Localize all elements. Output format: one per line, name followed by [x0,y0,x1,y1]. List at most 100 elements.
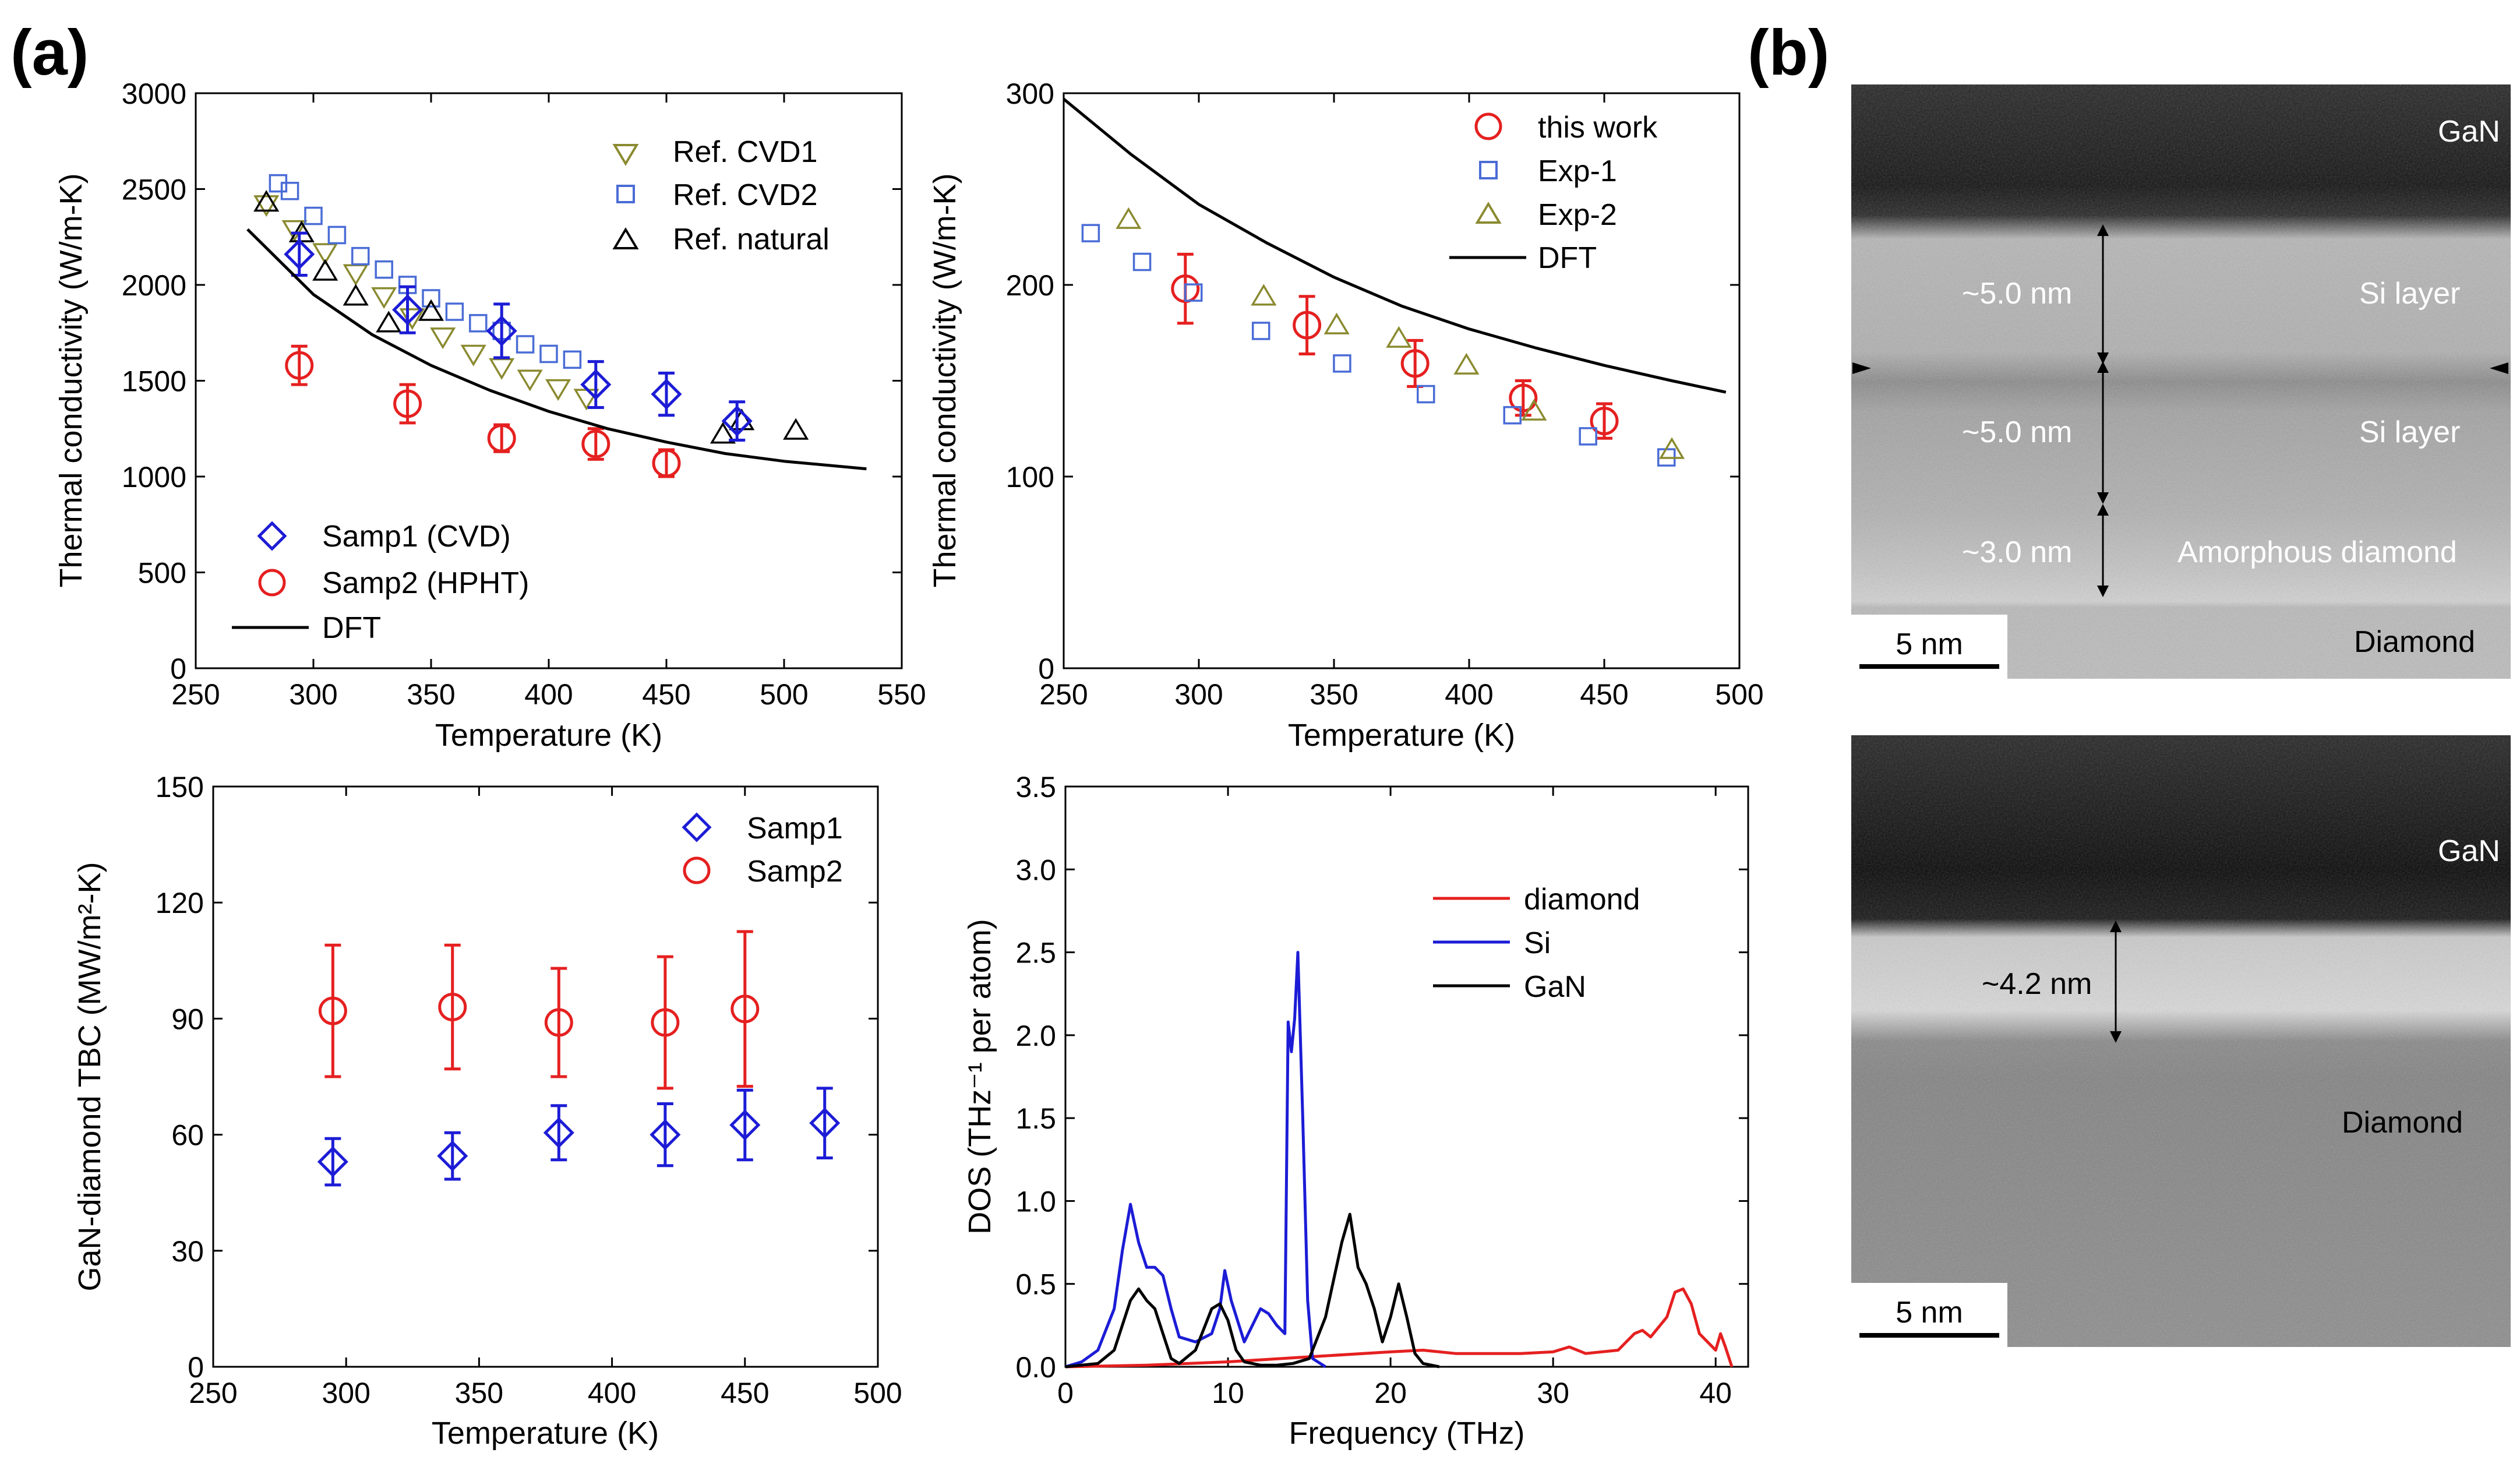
y-tick-label: 120 [156,887,204,919]
data-marks [1065,951,1734,1369]
x-axis-title: Temperature (K) [1288,718,1515,753]
error-bar [493,302,510,359]
data-point-samp1-cvd [580,369,612,400]
y-tick-label: 3.5 [1015,771,1056,803]
series-dft [246,228,867,471]
y-tick-label: 2000 [122,269,186,302]
tem-top-diamond-label: Diamond [2354,625,2475,659]
data-point-samp2-hpht [285,351,314,380]
panel-label-b: (b) [1748,17,1829,89]
data-point-ref-natural [783,418,809,440]
data-point-samp1 [543,1117,574,1148]
legend: Samp1 Samp2 [682,812,843,888]
legend-marker-ref-natural [612,227,639,249]
data-point-ref-cvd1 [489,358,515,380]
chart-thermal-conductivity-comparison: 0 100 200 300 250 300 350 400 450 500 Temperatur… [927,77,1764,753]
data-point-this-work [1509,383,1538,412]
x-tick-labels: 250 300 350 400 450 500 550 [171,678,926,711]
data-point-ref-cvd1 [253,195,280,217]
legend-label-diamond: diamond [1524,883,1640,916]
series-samp2-hpht [285,344,681,478]
legend-top: Ref. CVD1 Ref. CVD2 Ref. natural [612,135,830,256]
legend-label-dft: DFT [322,611,381,645]
y-tick-label: 0.5 [1015,1268,1056,1301]
x-tick-label: 30 [1537,1377,1569,1409]
y-tick-label: 0 [1038,653,1054,685]
data-point-ref-cvd2 [469,314,488,333]
y-tick-label: 1000 [122,461,186,493]
data-point-exp-2 [1658,437,1685,459]
data-point-ref-cvd2 [445,302,464,321]
data-point-ref-cvd2 [563,350,582,369]
error-bar [736,1088,753,1162]
y-tick-label: 30 [171,1235,204,1268]
data-marks [317,930,841,1187]
legend-label-gan: GaN [1524,970,1586,1004]
tem-top-si-layer-1-label: Si layer [2359,277,2460,311]
legend-label-si: Si [1524,926,1551,960]
data-point-exp-1 [1333,354,1351,373]
y-tick-label: 0 [188,1351,204,1384]
tem-top-scale-bar [1859,664,1999,669]
tem-bottom-diamond-label: Diamond [2342,1106,2463,1140]
tem-top-thickness-3: ~3.0 nm [1962,535,2072,569]
legend-marker-exp1 [1479,161,1498,179]
x-axis-title: Frequency (THz) [1289,1416,1524,1451]
legend-label-ref-cvd2: Ref. CVD2 [673,178,818,212]
series-exp-1 [1081,224,1676,467]
panel-label-a: (a) [10,17,89,89]
x-tick-label: 500 [760,678,808,711]
y-tick-label: 90 [171,1003,204,1035]
x-tick-label: 20 [1374,1377,1407,1409]
data-point-samp2 [730,995,760,1024]
data-point-ref-cvd2 [280,182,299,200]
data-point-exp-2 [1251,284,1277,306]
data-point-samp2-hpht [487,424,516,453]
x-tick-label: 400 [588,1377,636,1409]
tem-image-top: GaN Si layer Si layer Amorphous diamond … [1851,84,2511,679]
y-tick-label: 3000 [122,77,186,110]
legend-label-ref-natural: Ref. natural [673,223,830,256]
data-point-ref-natural [312,259,338,281]
tem-top-scale-label: 5 nm [1896,627,1963,661]
error-bar [736,930,753,1088]
x-tick-label: 550 [877,678,926,711]
x-tick-label: 0 [1057,1377,1074,1409]
plot-frame [212,785,879,1368]
tem-bottom-scale-bar [1859,1333,1999,1338]
x-tick-label: 450 [642,678,690,711]
series-dft [1063,97,1727,394]
tem-top-noise [1851,84,2511,679]
error-bar [1298,295,1315,355]
error-bar [444,1131,461,1181]
data-point-samp2 [544,1008,573,1037]
error-bar [657,1102,673,1168]
axis-ticks [195,92,903,669]
data-point-samp2 [651,1008,680,1037]
data-point-samp1-cvd [486,315,517,347]
legend-label-this-work: this work [1538,111,1658,144]
data-point-samp2-hpht [581,429,610,459]
y-tick-labels: 0.0 0.5 1.0 1.5 2.0 2.5 3.0 3.5 [1015,771,1056,1384]
data-marks [1063,97,1727,467]
data-point-samp1-cvd [392,294,423,326]
legend-marker-ref-cvd1 [612,144,639,166]
legend-label-exp2: Exp-2 [1538,198,1617,232]
error-bar [587,427,604,461]
data-point-this-work [1400,349,1430,378]
chart-gan-diamond-tbc: 0 30 60 90 120 150 250 300 350 400 450 500 Tempera… [72,771,902,1451]
data-point-ref-cvd1 [573,389,599,411]
data-point-exp-2 [1453,352,1480,375]
y-tick-label: 200 [1006,269,1054,302]
data-point-exp-1 [1579,427,1597,446]
x-tick-label: 450 [721,1377,769,1409]
data-point-exp-1 [1417,385,1435,404]
error-bar [493,423,510,453]
series-gan [1065,1212,1440,1369]
y-axis-title: Thermal conductivity (W/m-K) [54,173,89,587]
legend-marker-exp2 [1475,202,1502,224]
data-point-exp-1 [1184,283,1203,302]
x-tick-label: 400 [524,678,573,711]
chart-thermal-conductivity-samples: 0 500 1000 1500 2000 2500 3000 250 300 350 400 450… [54,77,926,753]
